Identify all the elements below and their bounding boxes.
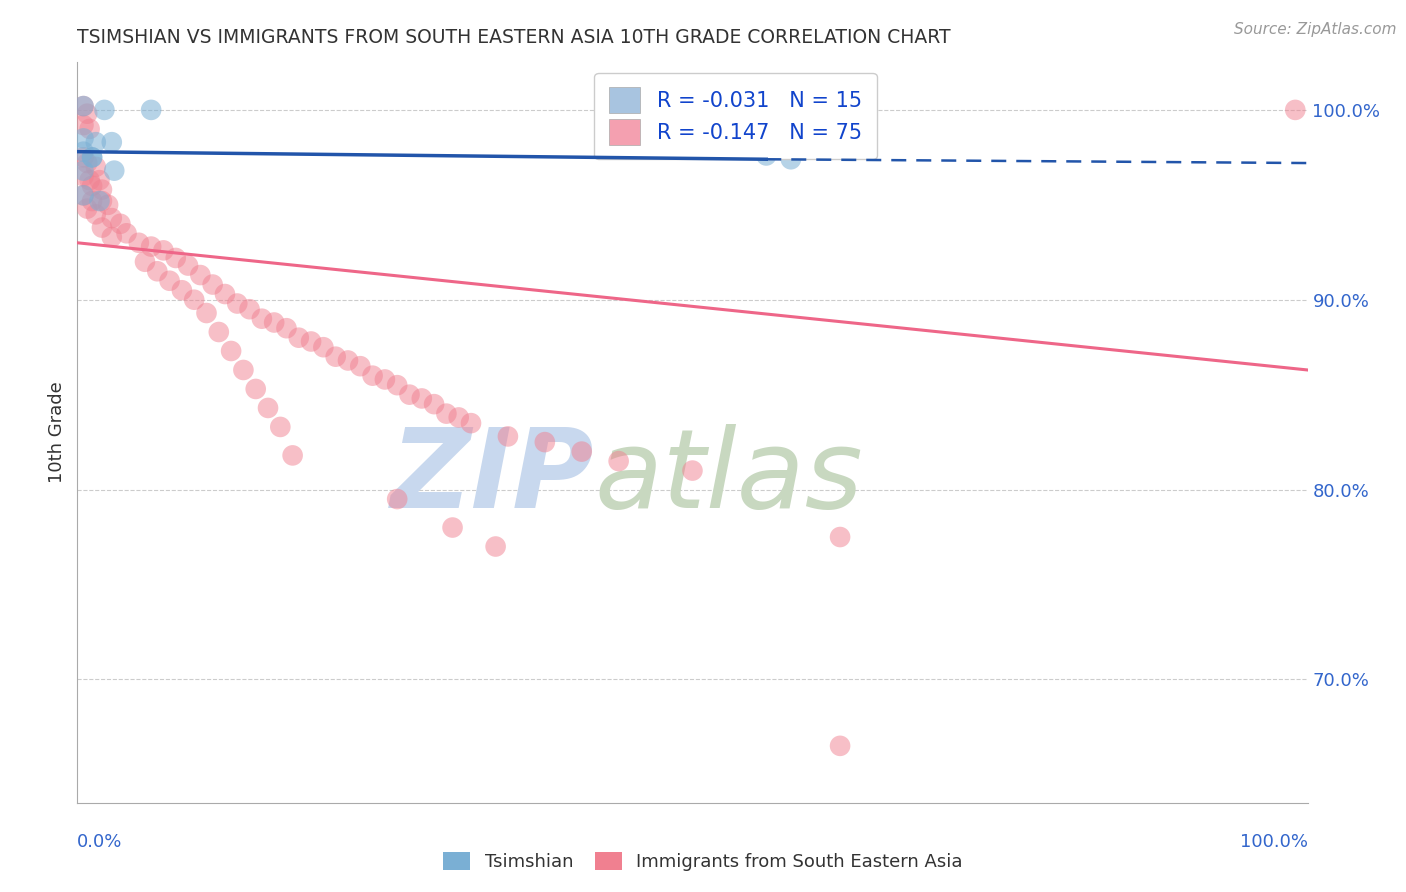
- Point: [385, 491, 409, 506]
- Point: [146, 264, 169, 278]
- Point: [84, 160, 107, 174]
- Legend: Tsimshian, Immigrants from South Eastern Asia: Tsimshian, Immigrants from South Eastern…: [436, 845, 970, 879]
- Point: [276, 321, 298, 335]
- Point: [165, 251, 187, 265]
- Point: [1284, 103, 1306, 117]
- Point: [208, 325, 231, 339]
- Point: [214, 287, 236, 301]
- Y-axis label: 10th Grade: 10th Grade: [48, 382, 66, 483]
- Point: [239, 302, 262, 317]
- Point: [398, 387, 420, 401]
- Point: [90, 220, 114, 235]
- Point: [79, 173, 101, 187]
- Text: 100.0%: 100.0%: [1240, 833, 1308, 851]
- Point: [374, 372, 396, 386]
- Point: [245, 382, 267, 396]
- Point: [84, 207, 107, 221]
- Point: [101, 135, 124, 149]
- Point: [281, 449, 304, 463]
- Point: [82, 150, 104, 164]
- Point: [780, 153, 803, 167]
- Point: [263, 316, 285, 330]
- Point: [72, 99, 94, 113]
- Point: [141, 103, 163, 117]
- Point: [72, 131, 94, 145]
- Point: [325, 350, 347, 364]
- Point: [288, 331, 311, 345]
- Point: [183, 293, 205, 307]
- Point: [101, 211, 124, 226]
- Point: [89, 194, 111, 208]
- Point: [72, 188, 94, 202]
- Text: Source: ZipAtlas.com: Source: ZipAtlas.com: [1233, 22, 1396, 37]
- Point: [436, 407, 458, 421]
- Point: [337, 353, 360, 368]
- Point: [72, 188, 94, 202]
- Point: [682, 464, 704, 478]
- Point: [607, 454, 630, 468]
- Point: [82, 178, 104, 193]
- Point: [76, 202, 98, 216]
- Text: TSIMSHIAN VS IMMIGRANTS FROM SOUTH EASTERN ASIA 10TH GRADE CORRELATION CHART: TSIMSHIAN VS IMMIGRANTS FROM SOUTH EASTE…: [77, 28, 950, 47]
- Point: [232, 363, 254, 377]
- Point: [76, 106, 98, 120]
- Point: [110, 217, 132, 231]
- Point: [72, 145, 94, 159]
- Point: [159, 274, 181, 288]
- Point: [90, 194, 114, 208]
- Point: [269, 420, 291, 434]
- Point: [485, 540, 508, 554]
- Point: [72, 169, 94, 184]
- Point: [170, 283, 193, 297]
- Point: [755, 148, 778, 162]
- Point: [72, 118, 94, 132]
- Point: [460, 416, 482, 430]
- Point: [349, 359, 371, 374]
- Text: atlas: atlas: [595, 424, 863, 531]
- Point: [72, 99, 94, 113]
- Point: [97, 198, 120, 212]
- Text: 0.0%: 0.0%: [77, 833, 122, 851]
- Point: [441, 520, 464, 534]
- Point: [257, 401, 280, 415]
- Point: [101, 230, 124, 244]
- Point: [201, 277, 224, 292]
- Point: [115, 227, 138, 241]
- Point: [177, 259, 200, 273]
- Point: [103, 163, 125, 178]
- Point: [76, 156, 98, 170]
- Point: [188, 268, 212, 282]
- Text: ZIP: ZIP: [391, 424, 595, 531]
- Point: [496, 429, 519, 443]
- Point: [90, 183, 114, 197]
- Point: [534, 435, 557, 450]
- Point: [447, 410, 470, 425]
- Legend: R = -0.031   N = 15, R = -0.147   N = 75: R = -0.031 N = 15, R = -0.147 N = 75: [595, 73, 876, 159]
- Point: [830, 530, 852, 544]
- Point: [571, 444, 593, 458]
- Point: [195, 306, 218, 320]
- Point: [72, 150, 94, 164]
- Point: [312, 340, 335, 354]
- Point: [423, 397, 446, 411]
- Point: [79, 121, 101, 136]
- Point: [72, 163, 94, 178]
- Point: [299, 334, 322, 349]
- Point: [82, 150, 104, 164]
- Point: [128, 235, 150, 250]
- Point: [361, 368, 384, 383]
- Point: [82, 194, 104, 208]
- Point: [411, 392, 433, 406]
- Point: [89, 173, 111, 187]
- Point: [830, 739, 852, 753]
- Point: [219, 343, 242, 358]
- Point: [152, 244, 174, 258]
- Point: [250, 311, 273, 326]
- Point: [134, 254, 156, 268]
- Point: [141, 239, 163, 253]
- Point: [385, 378, 409, 392]
- Point: [93, 103, 115, 117]
- Point: [84, 135, 107, 149]
- Point: [226, 296, 249, 310]
